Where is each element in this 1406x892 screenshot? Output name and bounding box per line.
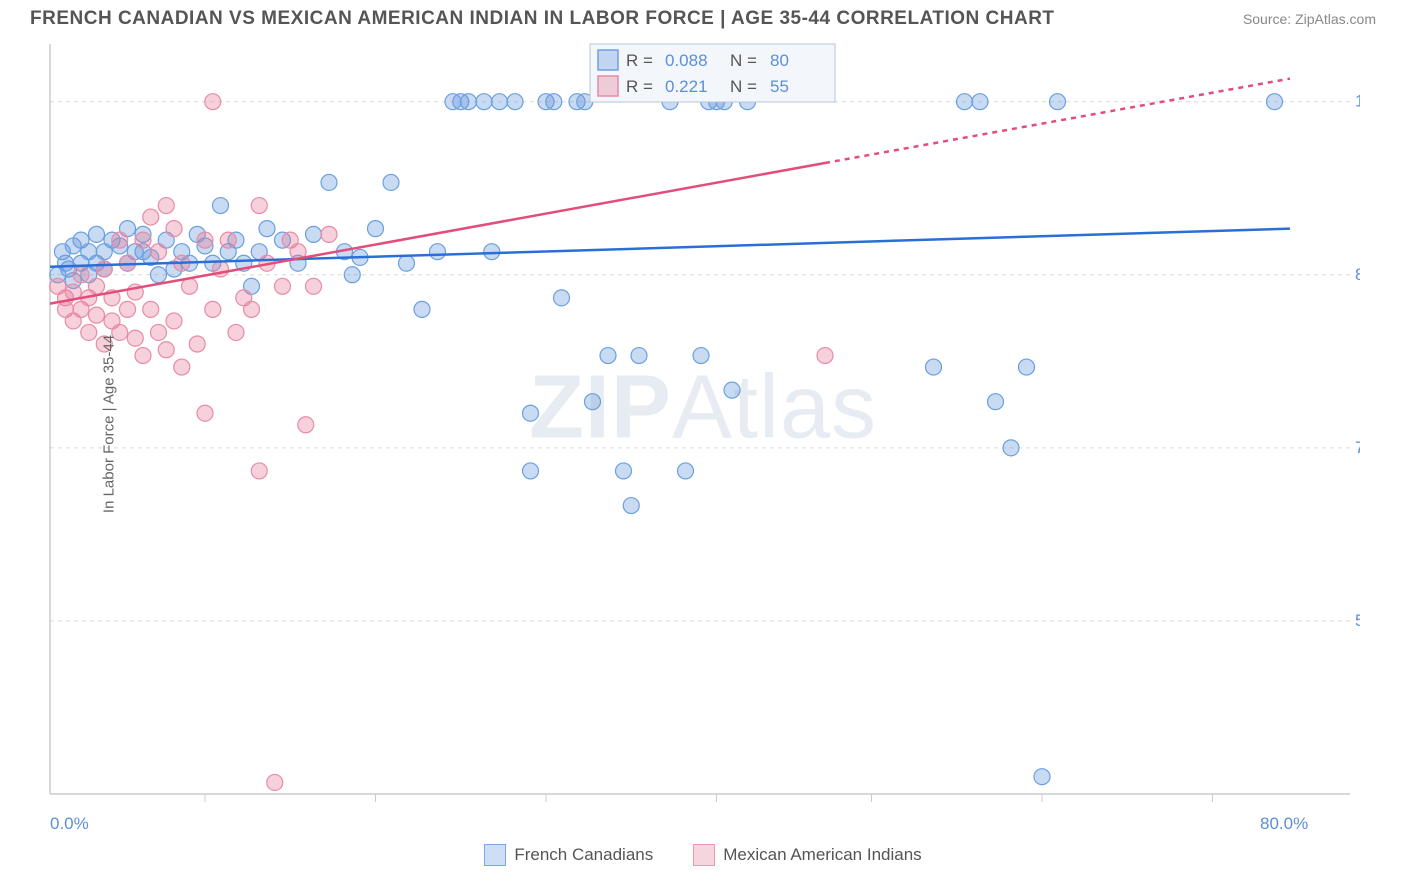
legend-swatch: [484, 844, 506, 866]
scatter-chart: 55.0% 70.0% 85.0% 100.0% R = 0.088 N = 80 R = 0.2…: [30, 34, 1360, 814]
legend: French Canadians Mexican American Indians: [0, 844, 1406, 866]
source-label: Source: ZipAtlas.com: [1243, 11, 1376, 27]
svg-text:N =: N =: [730, 77, 757, 96]
x-tick-label: 80.0%: [1260, 814, 1308, 834]
svg-text:55.0%: 55.0%: [1355, 611, 1360, 630]
y-axis-label: In Labor Force | Age 35-44: [101, 335, 118, 513]
svg-text:N =: N =: [730, 51, 757, 70]
svg-text:70.0%: 70.0%: [1355, 438, 1360, 457]
chart-title: FRENCH CANADIAN VS MEXICAN AMERICAN INDI…: [30, 8, 1055, 30]
legend-label: Mexican American Indians: [723, 845, 921, 865]
legend-item: French Canadians: [484, 844, 653, 866]
svg-text:100.0%: 100.0%: [1355, 92, 1360, 111]
x-tick-label: 0.0%: [50, 814, 89, 834]
svg-text:85.0%: 85.0%: [1355, 265, 1360, 284]
header: FRENCH CANADIAN VS MEXICAN AMERICAN INDI…: [0, 0, 1406, 34]
svg-text:R =: R =: [626, 77, 653, 96]
svg-text:80: 80: [770, 51, 789, 70]
svg-text:R =: R =: [626, 51, 653, 70]
x-axis-labels: 0.0% 80.0%: [30, 814, 1376, 838]
legend-item: Mexican American Indians: [693, 844, 921, 866]
svg-text:0.088: 0.088: [665, 51, 708, 70]
svg-text:55: 55: [770, 77, 789, 96]
chart-container: In Labor Force | Age 35-44 ZIPAtlas 55.0…: [30, 34, 1376, 814]
legend-swatch: [693, 844, 715, 866]
legend-label: French Canadians: [514, 845, 653, 865]
svg-text:0.221: 0.221: [665, 77, 708, 96]
